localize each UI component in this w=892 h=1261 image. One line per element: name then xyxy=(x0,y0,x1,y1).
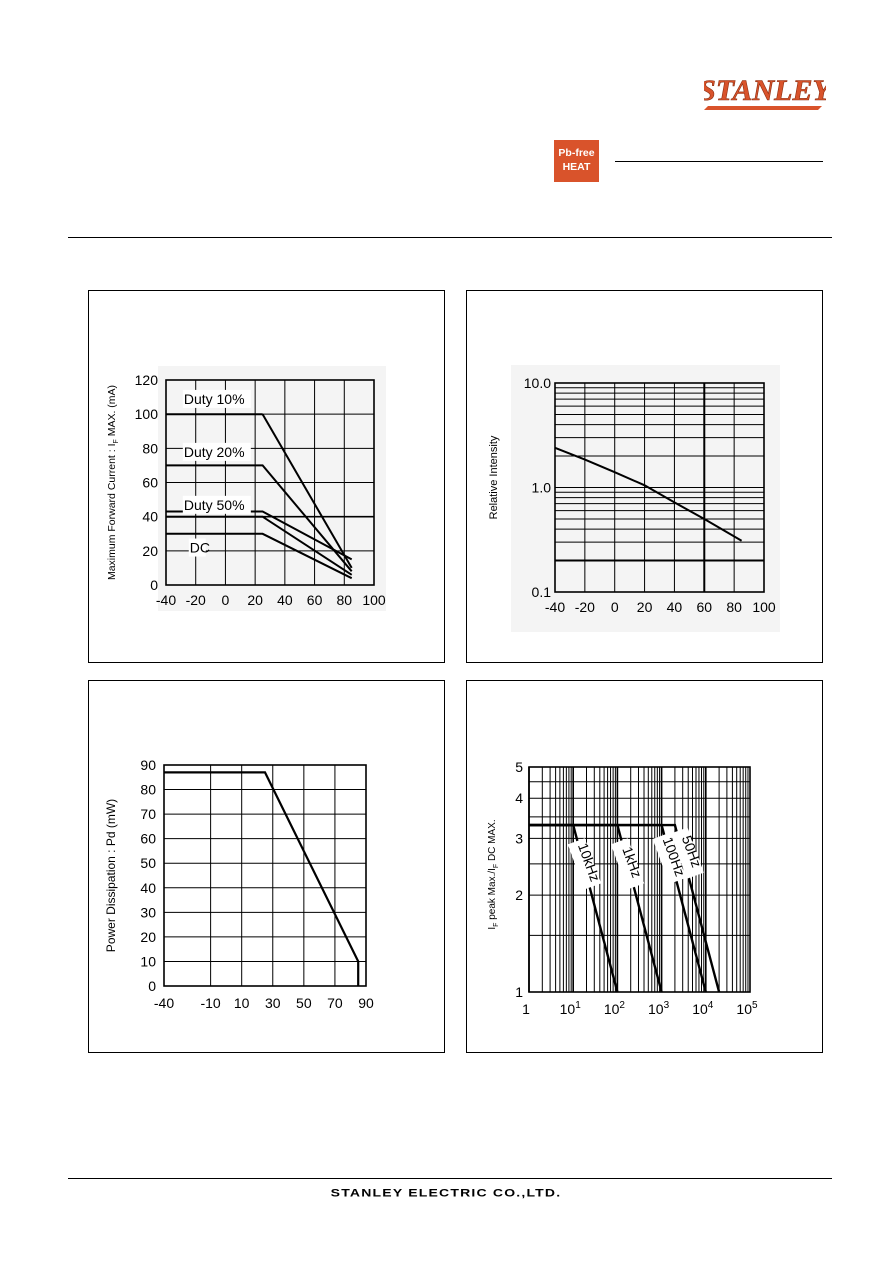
series-line xyxy=(164,771,360,986)
y-tick-label: 4 xyxy=(515,790,523,806)
y-tick-label: 0 xyxy=(148,978,156,994)
x-tick-label: 40 xyxy=(277,592,293,608)
power-dissipation-chart: -40 -10 10 30 50 70 90 0 10 20 30 40 50 60 70 80 90 Power… xyxy=(104,757,374,1011)
legend-label-bg xyxy=(182,495,251,514)
x-tick-label: 1 xyxy=(522,1001,530,1017)
header-rule-short xyxy=(615,161,823,162)
plot-frame xyxy=(163,764,367,987)
x-tick-label: 100 xyxy=(362,592,386,608)
series-label-bg xyxy=(652,832,687,885)
x-tick-label: 104 xyxy=(692,1000,714,1017)
y-tick-label: 10.0 xyxy=(524,375,551,391)
badge-line-2: HEAT xyxy=(562,161,591,173)
legend-label-bg xyxy=(188,538,206,557)
x-tick-label: 60 xyxy=(696,599,712,615)
series-line xyxy=(166,515,353,576)
y-tick-label: 100 xyxy=(135,406,159,422)
series-label: Duty 10% xyxy=(184,391,245,407)
y-tick-label: 90 xyxy=(140,757,156,773)
y-axis-label: Maximum Forward Current : IF MAX. (mA) xyxy=(106,385,120,580)
x-tick-label: 80 xyxy=(336,592,352,608)
header-rule xyxy=(68,237,832,238)
x-tick-label: -40 xyxy=(545,599,565,615)
x-tick-label: 101 xyxy=(560,1000,582,1017)
y-tick-label: 10 xyxy=(140,953,156,969)
series-label-bg xyxy=(610,838,645,890)
y-tick-label: 1 xyxy=(515,984,523,1000)
x-tick-label: 60 xyxy=(307,592,323,608)
y-tick-label: 80 xyxy=(142,440,158,456)
x-tick-label: 70 xyxy=(327,995,343,1011)
y-tick-label: 5 xyxy=(515,759,523,775)
y-axis-label: IF peak Max./IF DC MAX. xyxy=(487,819,500,929)
series-line xyxy=(166,464,353,572)
footer-rule xyxy=(68,1178,832,1179)
x-tick-label: 20 xyxy=(247,592,263,608)
y-tick-label: 2 xyxy=(515,887,523,903)
x-tick-label: 0 xyxy=(222,592,230,608)
stanley-logo: STANLEY xyxy=(699,68,834,112)
legend-label-bg xyxy=(182,389,251,408)
relative-intensity-chart: -40 -20 0 20 40 60 80 100 0.1 1.0 10.0 Relative Int… xyxy=(488,365,780,632)
y-tick-label: 120 xyxy=(135,372,159,388)
series-line xyxy=(529,823,721,993)
x-tick-label: 40 xyxy=(667,599,683,615)
logo-text: STANLEY xyxy=(704,74,826,107)
x-tick-label: 103 xyxy=(648,1000,670,1017)
pb-free-heat-badge: Pb-free HEAT xyxy=(554,140,599,182)
x-tick-label: 50 xyxy=(296,995,312,1011)
series-line xyxy=(554,446,743,542)
y-tick-label: 1.0 xyxy=(532,480,552,496)
y-axis-label: Power Dissipation : Pd (mW) xyxy=(104,799,118,952)
x-tick-label: -40 xyxy=(154,995,174,1011)
x-tick-label: -20 xyxy=(186,592,206,608)
series-line xyxy=(166,532,353,580)
x-tick-label: 10 xyxy=(234,995,250,1011)
x-tick-label: -10 xyxy=(200,995,220,1011)
legend-label-bg xyxy=(182,442,251,461)
x-tick-label: -40 xyxy=(156,592,176,608)
x-tick-label: 80 xyxy=(726,599,742,615)
plot-background xyxy=(511,365,780,632)
chart-panel-forward-current: -40 -20 0 20 40 60 80 100 0 20 40 60 80 100 120 Duty 10… xyxy=(88,290,445,663)
x-tick-label: 20 xyxy=(637,599,653,615)
series-label-bg xyxy=(670,827,704,879)
y-tick-label: 3 xyxy=(515,830,523,846)
series-label-bg xyxy=(567,838,602,890)
series-line xyxy=(261,413,353,569)
forward-current-chart: -40 -20 0 20 40 60 80 100 0 20 40 60 80 100 120 Duty 10… xyxy=(106,366,386,611)
chart-panel-relative-intensity: -40 -20 0 20 40 60 80 100 0.1 1.0 10.0 Relative Int… xyxy=(466,290,823,663)
plot-frame xyxy=(165,379,375,586)
y-tick-label: 0 xyxy=(150,577,158,593)
y-axis-label: Relative Intensity xyxy=(488,435,500,519)
y-tick-label: 40 xyxy=(142,509,158,525)
y-tick-label: 70 xyxy=(140,806,156,822)
x-tick-label: 30 xyxy=(265,995,281,1011)
series-label: Duty 50% xyxy=(184,497,245,513)
x-tick-label: 102 xyxy=(604,1000,626,1017)
x-tick-label: 100 xyxy=(752,599,776,615)
series-label: Duty 20% xyxy=(184,444,245,460)
y-tick-label: 60 xyxy=(142,475,158,491)
y-tick-label: 0.1 xyxy=(532,584,552,600)
x-tick-label: 105 xyxy=(736,1000,758,1017)
plot-frame xyxy=(554,382,765,593)
y-tick-label: 20 xyxy=(140,929,156,945)
badge-line-1: Pb-free xyxy=(558,147,595,159)
x-tick-label: 0 xyxy=(611,599,619,615)
y-tick-label: 50 xyxy=(140,855,156,871)
series-label: DC xyxy=(190,540,210,556)
y-tick-label: 20 xyxy=(142,543,158,559)
y-tick-label: 30 xyxy=(140,904,156,920)
x-tick-label: 90 xyxy=(358,995,374,1011)
chart-panel-power-dissipation: -40 -10 10 30 50 70 90 0 10 20 30 40 50 60 70 80 90 Power… xyxy=(88,680,445,1053)
y-tick-label: 40 xyxy=(140,880,156,896)
y-tick-label: 80 xyxy=(140,782,156,798)
company-name: STANLEY ELECTRIC CO.,LTD. xyxy=(330,1186,562,1199)
x-tick-label: -20 xyxy=(575,599,595,615)
chart-panel-peak-current-ratio: 1 2 3 4 5 1 101 102 103 104 105 10kHz 1kHz 100Hz 50Hz I… xyxy=(466,680,823,1053)
plot-frame xyxy=(528,766,751,993)
y-tick-label: 60 xyxy=(140,831,156,847)
